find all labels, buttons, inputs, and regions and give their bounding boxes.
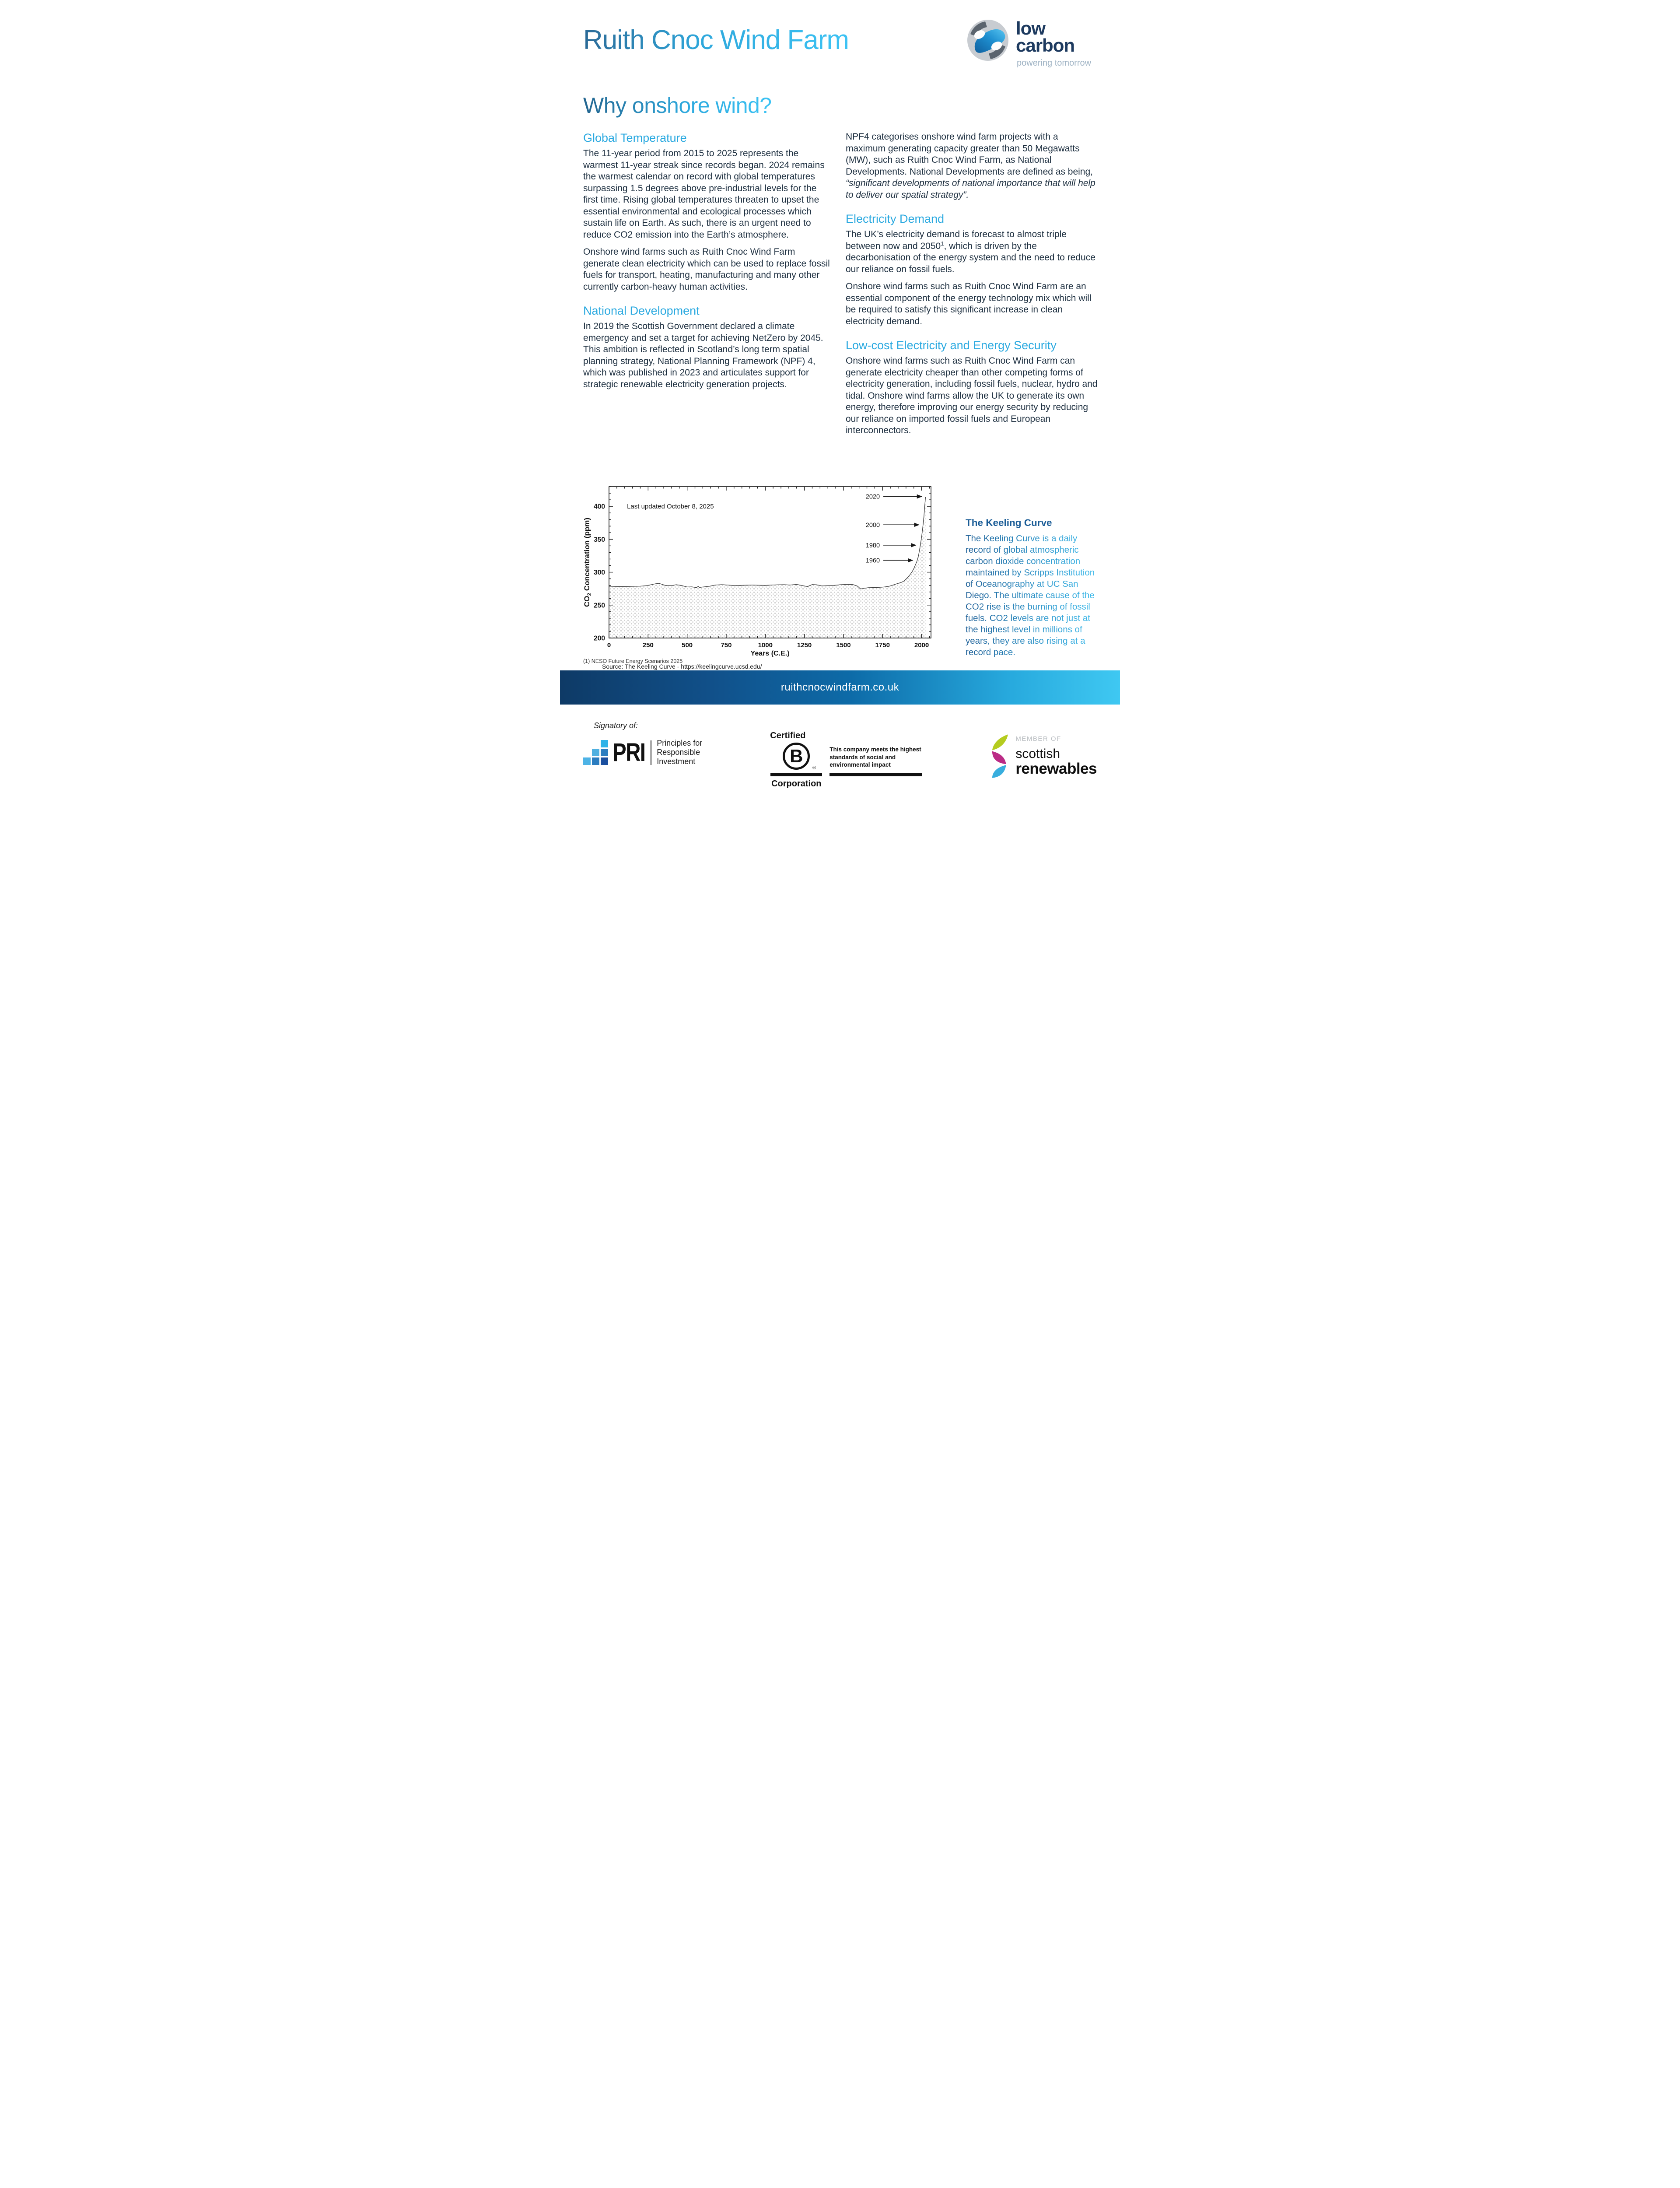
scottish-renewables-logo: MEMBER OF scottish renewables (990, 733, 1097, 779)
scottish-renewables-words: MEMBER OF scottish renewables (1015, 733, 1097, 776)
area-fill (609, 497, 926, 638)
svg-text:250: 250 (594, 602, 605, 609)
column-left: Global Temperature The 11-year period fr… (583, 131, 831, 396)
keeling-heading: The Keeling Curve (966, 517, 1052, 528)
page-title: Ruith Cnoc Wind Farm (583, 25, 849, 55)
pri-squares-icon (583, 740, 608, 765)
svg-text:1500: 1500 (836, 642, 850, 649)
keeling-chart-svg: 0 250 500 750 1000 1250 1500 1750 2000 200 250 300 3… (583, 486, 931, 657)
keeling-body: The Keeling Curve is a daily record of g… (966, 533, 1102, 658)
bcorp-bar (830, 773, 923, 776)
svg-text:1250: 1250 (797, 642, 812, 649)
npf4-text: NPF4 categorises onshore wind farm proje… (846, 132, 1093, 177)
svg-text:750: 750 (721, 642, 732, 649)
demand-text-cont: , which is driven by the decarbonisation… (846, 241, 1096, 274)
section-heading-global-temperature: Global Temperature (583, 131, 687, 144)
lowcarbon-logo: low carbon powering tomorrow (966, 18, 1091, 67)
keeling-curve-aside: The Keeling Curve The Keeling Curve is a… (966, 517, 1102, 658)
pri-line: Responsible (657, 747, 700, 757)
lowcarbon-word-low: low (1016, 18, 1046, 39)
paragraph: Onshore wind farms such as Ruith Cnoc Wi… (846, 356, 1098, 436)
svg-text:1980: 1980 (866, 542, 880, 549)
plot-frame (609, 486, 931, 638)
bcorp-certified-label: Certified (770, 731, 806, 740)
svg-text:1000: 1000 (758, 642, 773, 649)
paragraph: Onshore wind farms such as Ruith Cnoc Wi… (846, 281, 1092, 326)
bcorp-statement-text: This company meets the highest standards… (830, 746, 921, 768)
svg-text:200: 200 (594, 635, 605, 642)
pri-line: Principles for (657, 738, 703, 747)
svg-text:CO2 Concentration (ppm): CO2 Concentration (ppm) (583, 518, 592, 607)
lowcarbon-sphere-icon (967, 20, 1008, 61)
footnote: (1) NESO Future Energy Scenarios 2025 (583, 658, 683, 664)
co2-curve (609, 497, 926, 589)
footer-url[interactable]: ruithcnocwindfarm.co.uk (780, 681, 900, 693)
leaf-cyan (992, 765, 1006, 778)
svg-text:400: 400 (594, 503, 605, 511)
svg-text:2000: 2000 (914, 642, 929, 649)
chart-source: Source: The Keeling Curve - https://keel… (602, 663, 762, 670)
pri-divider (650, 740, 652, 765)
paragraph: The UK’s electricity demand is forecast … (846, 229, 1099, 275)
svg-text:250: 250 (643, 642, 654, 649)
svg-text:0: 0 (607, 642, 611, 649)
svg-text:350: 350 (594, 536, 605, 543)
paragraph: NPF4 categorises onshore wind farm proje… (846, 131, 1099, 201)
signatory-label: Signatory of: (594, 721, 638, 730)
lowcarbon-word-carbon: carbon (1016, 35, 1075, 56)
svg-text:500: 500 (682, 642, 693, 649)
keeling-curve-chart: 0 250 500 750 1000 1250 1500 1750 2000 200 250 300 3… (582, 483, 938, 661)
bcorp-circle-icon: B ® (783, 743, 816, 771)
bcorp-registered-mark: ® (812, 765, 816, 771)
pri-square (592, 749, 599, 756)
leaf-lime (992, 734, 1008, 750)
bcorp-letter: B (790, 746, 803, 766)
pri-square (592, 757, 599, 765)
bcorp-logo: Certified B ® Corporation This company m… (770, 731, 923, 789)
pri-square (601, 740, 608, 747)
paragraph: Onshore wind farms such as Ruith Cnoc Wi… (583, 247, 830, 292)
section-heading-low-cost: Low-cost Electricity and Energy Security (846, 339, 1057, 352)
lowcarbon-wordmark: low carbon powering tomorrow (1016, 18, 1092, 68)
footnote-marker: 1 (941, 240, 944, 247)
svg-text:1750: 1750 (875, 642, 890, 649)
scottish-renewables-leaf-icon (992, 734, 1008, 778)
pri-wordmark: PRI (612, 738, 646, 767)
bcorp-statement: This company meets the highest standards… (830, 731, 923, 776)
npf4-quote: “significant developments of national im… (846, 178, 1096, 200)
pri-square (601, 757, 608, 765)
pri-line: Investment (657, 757, 696, 766)
svg-text:Last updated October 8, 2025: Last updated October 8, 2025 (627, 503, 714, 510)
pri-square (583, 757, 591, 765)
bcorp-corporation-label: Corporation (771, 779, 822, 789)
svg-text:2000: 2000 (866, 522, 880, 529)
keeling-curve-chart-block: 0 250 500 750 1000 1250 1500 1750 2000 200 250 300 3… (582, 483, 938, 670)
section-heading-electricity-demand: Electricity Demand (846, 212, 945, 225)
bcorp-mark: Certified B ® Corporation (770, 731, 822, 789)
member-of-label: MEMBER OF (1015, 735, 1061, 743)
logos-row: PRI Principles for Responsible Investmen… (583, 731, 1097, 789)
paragraph: The 11-year period from 2015 to 2025 rep… (583, 148, 825, 240)
lowcarbon-tagline: powering tomorrow (1017, 58, 1092, 68)
column-right: NPF4 categorises onshore wind farm proje… (846, 131, 1099, 442)
scottish-word: scottish (1015, 747, 1060, 761)
svg-text:1960: 1960 (866, 557, 880, 564)
page-heading: Why onshore wind? (583, 93, 772, 118)
svg-text:2020: 2020 (866, 494, 880, 501)
pri-logo: PRI Principles for Responsible Investmen… (583, 738, 702, 767)
leaf-magenta (992, 751, 1006, 764)
svg-text:300: 300 (594, 569, 605, 576)
footer-bar: ruithcnocwindfarm.co.uk (560, 670, 1120, 705)
pri-tagline: Principles for Responsible Investment (657, 739, 702, 767)
renewables-word: renewables (1015, 760, 1097, 777)
svg-text:Years (C.E.): Years (C.E.) (751, 650, 790, 657)
flyer-page: Ruith Cnoc Wind Farm low carbon powering… (560, 0, 1120, 793)
section-heading-national-development: National Development (583, 304, 700, 318)
bcorp-bar (770, 773, 822, 776)
pri-square (601, 749, 608, 756)
demand-text: The UK’s electricity demand is forecast … (846, 229, 1067, 251)
paragraph: In 2019 the Scottish Government declared… (583, 321, 823, 389)
